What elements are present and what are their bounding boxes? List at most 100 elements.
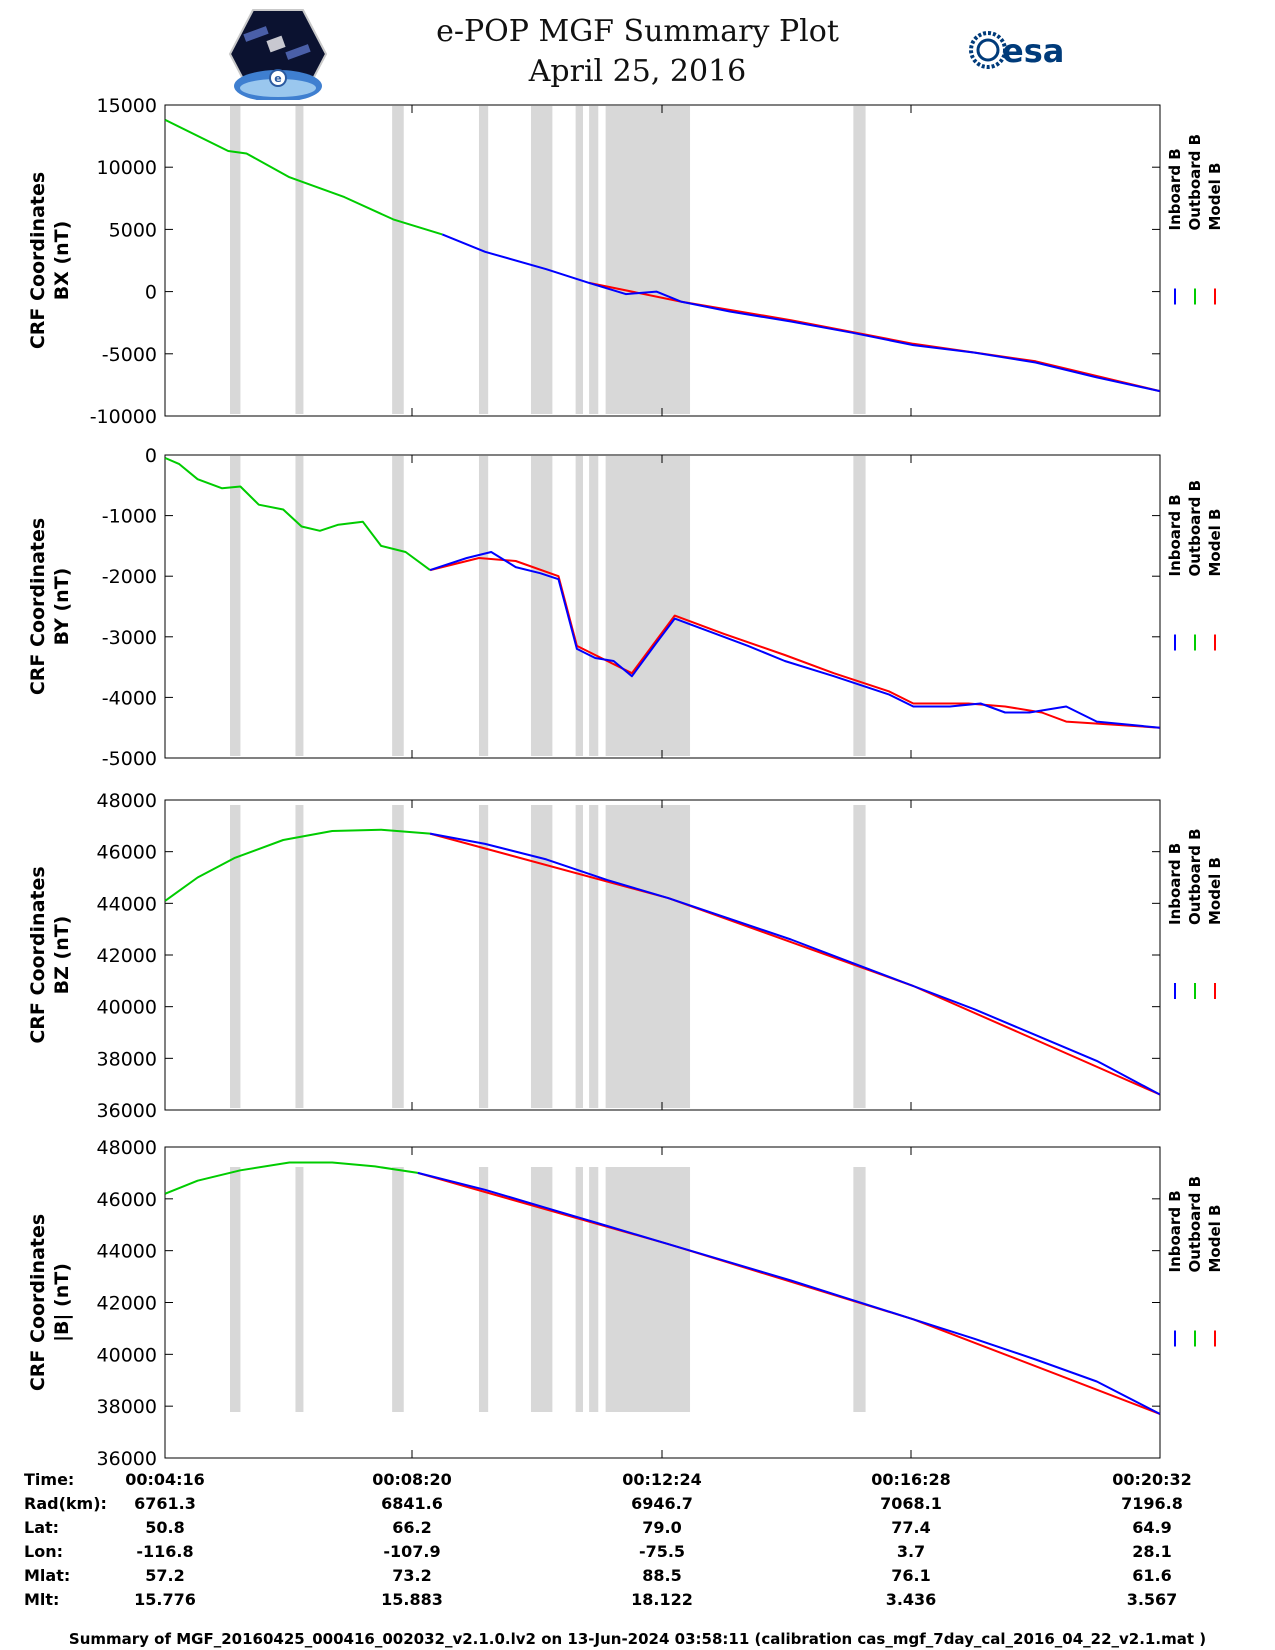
data-gap-band [605,106,691,414]
y-axis-label: |B| (nT) [51,1263,73,1342]
y-axis-label: BX (nT) [51,221,73,301]
data-gap-band [605,805,691,1108]
data-gap-band [605,1167,691,1412]
y-tick-label: 10000 [97,157,157,179]
series-line-outboard-b [164,1161,418,1195]
legend-label: Outboard B [1186,1176,1204,1273]
footer-summary: Summary of MGF_20160425_000416_002032_v2… [68,1630,1207,1648]
series-line-inboard-b [429,551,1160,729]
esa-logo-icon: esa [969,31,1064,70]
y-tick-label: -10000 [90,406,157,428]
y-tick-label: 42000 [97,945,157,967]
y-tick-label: 38000 [97,1048,157,1070]
legend-label: Inboard B [1166,494,1184,576]
y-tick-label: 36000 [97,1100,157,1122]
data-gap-band [478,1167,489,1412]
data-gap-band [605,456,691,756]
y-tick-label: 36000 [97,1448,157,1470]
data-gap-band [530,456,553,756]
legend-label: Outboard B [1186,828,1204,925]
plot-title: e-POP MGF Summary Plot [436,14,839,49]
svg-text:e: e [274,72,281,85]
y-tick-label: 46000 [97,842,157,864]
legend-label: Inboard B [1166,1190,1184,1272]
data-gap-band [230,1167,241,1412]
y-tick-label: 0 [145,282,157,304]
y-axis-label: BY (nT) [51,568,73,646]
data-gap-band [530,106,553,414]
data-gap-band [575,805,583,1108]
legend-label: Model B [1206,163,1224,231]
legend-label: Outboard B [1186,480,1204,577]
y-tick-label: 44000 [97,1241,157,1263]
y-tick-label: 46000 [97,1189,157,1211]
y-tick-label: 48000 [97,1137,157,1159]
y-axis-label: CRF Coordinates [27,172,49,349]
data-gap-band [392,106,404,414]
legend-label: Inboard B [1166,843,1184,925]
y-tick-label: 38000 [97,1396,157,1418]
series-line-outboard-b [164,457,431,571]
y-tick-label: 0 [145,445,157,467]
data-gap-band [853,106,866,414]
series-line-model-b [417,1171,1161,1415]
y-tick-label: 40000 [97,1344,157,1366]
data-gap-band [230,106,241,414]
y-tick-label: 40000 [97,997,157,1019]
data-gap-band [853,1167,866,1412]
data-gap-band [589,106,599,414]
legend-label: Model B [1206,857,1224,925]
data-gap-band [589,456,599,756]
data-gap-band [478,456,489,756]
data-gap-band [575,1167,583,1412]
data-gap-band [478,805,489,1108]
data-gap-band [530,805,553,1108]
series-line-inboard-b [417,1171,1161,1415]
series-line-inboard-b [429,832,1161,1096]
data-gap-band [853,456,866,756]
y-tick-label: -5000 [102,748,157,770]
esa-logo-text: esa [1002,32,1064,70]
epop-satellite-logo-icon: e [228,9,328,100]
y-tick-label: 15000 [97,95,157,117]
data-gap-band [230,456,241,756]
legend-label: Inboard B [1166,148,1184,230]
y-axis-label: CRF Coordinates [27,518,49,695]
data-gap-band [295,106,304,414]
series-line-inboard-b [441,233,1161,393]
series-line-model-b [429,832,1161,1096]
y-tick-label: -3000 [102,627,157,649]
y-tick-label: -4000 [102,687,157,709]
series-line-outboard-b [164,119,443,236]
y-tick-label: 48000 [97,790,157,812]
data-gap-band [392,1167,404,1412]
y-axis-label: CRF Coordinates [27,1214,49,1391]
data-gap-band [295,805,304,1108]
data-gap-band [530,1167,553,1412]
data-gap-band [853,805,866,1108]
plot-date: April 25, 2016 [528,54,747,89]
legend-label: Outboard B [1186,134,1204,231]
data-gap-band [575,106,583,414]
y-tick-label: -5000 [102,344,157,366]
data-gap-band [392,805,404,1108]
series-line-model-b [429,557,1160,729]
y-axis-label: BZ (nT) [51,916,73,995]
y-tick-label: -2000 [102,566,157,588]
y-tick-label: 42000 [97,1293,157,1315]
data-gap-band [478,106,489,414]
data-gap-band [295,1167,304,1412]
legend-label: Model B [1206,1205,1224,1273]
y-tick-label: 44000 [97,893,157,915]
data-gap-band [392,456,404,756]
legend-label: Model B [1206,509,1224,577]
y-tick-label: -1000 [102,506,157,528]
y-tick-label: 5000 [109,219,157,241]
data-gap-band [589,1167,599,1412]
data-gap-band [295,456,304,756]
y-axis-label: CRF Coordinates [27,866,49,1043]
data-gap-band [575,456,583,756]
data-gap-band [230,805,241,1108]
series-line-outboard-b [164,828,431,902]
